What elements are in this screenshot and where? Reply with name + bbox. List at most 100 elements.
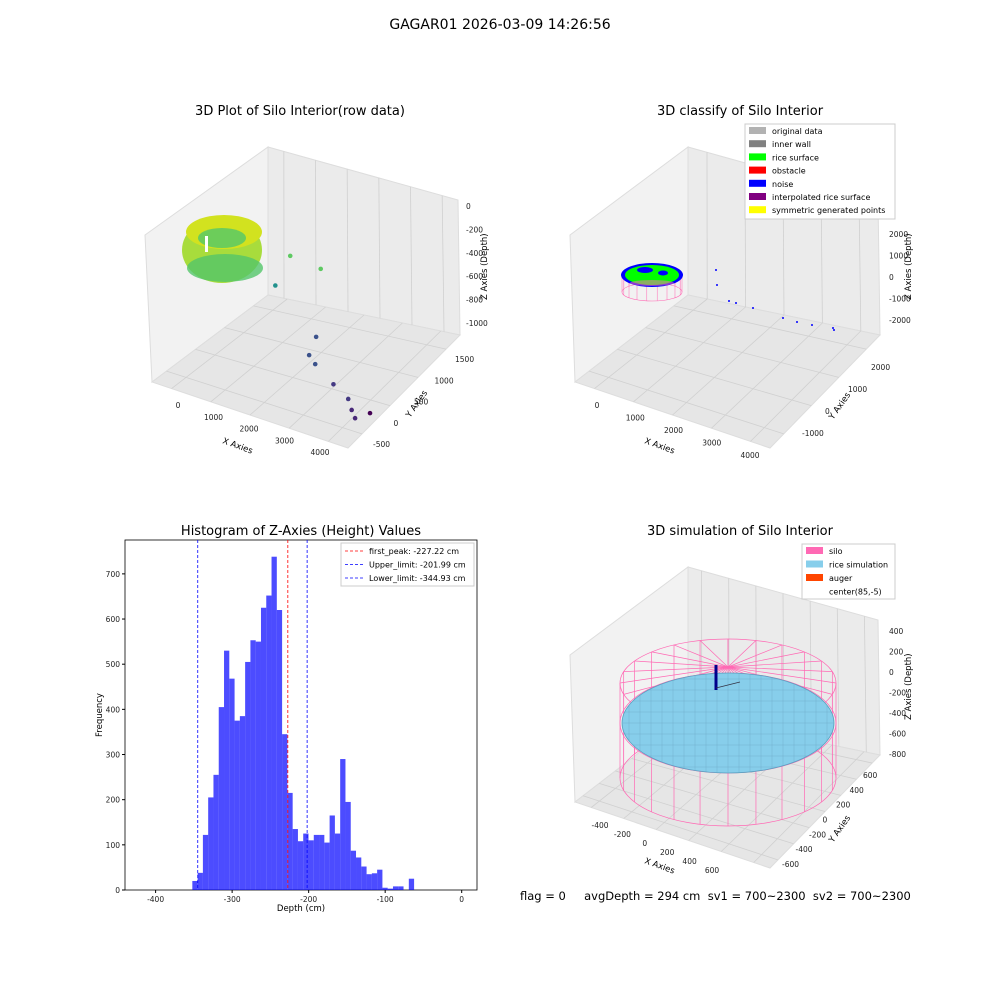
z-tick: 400 bbox=[889, 627, 904, 636]
y-tick: 1500 bbox=[455, 355, 474, 364]
gridline bbox=[410, 186, 413, 326]
legend-label: interpolated rice surface bbox=[772, 193, 870, 202]
legend-swatch bbox=[749, 153, 766, 161]
outlier-point bbox=[313, 334, 319, 340]
gridline bbox=[864, 616, 867, 753]
histogram-bar bbox=[213, 774, 219, 890]
histogram-bar bbox=[408, 878, 415, 890]
x-tick: 0 bbox=[595, 401, 600, 410]
figure-title: GAGAR01 2026-03-09 14:26:56 bbox=[389, 17, 611, 33]
y-axis-label: Frequency bbox=[95, 693, 105, 737]
histogram-bar bbox=[234, 720, 240, 890]
histogram-bar bbox=[197, 872, 203, 890]
gridline bbox=[673, 305, 867, 350]
y-tick: 1000 bbox=[848, 385, 867, 394]
x-tick-label: -100 bbox=[377, 895, 394, 904]
z-tick: -1000 bbox=[889, 295, 911, 304]
y-tick-label: 200 bbox=[106, 796, 121, 805]
noise-points bbox=[715, 269, 835, 331]
histogram-bar bbox=[276, 610, 283, 890]
x-tick: -200 bbox=[614, 830, 631, 839]
histogram-bar bbox=[387, 888, 393, 890]
histogram-bar bbox=[297, 841, 304, 890]
z-tick: -200 bbox=[466, 225, 483, 234]
gridline bbox=[836, 608, 840, 747]
z-tick: -600 bbox=[889, 730, 906, 739]
histogram-bar bbox=[271, 556, 277, 890]
panel1-title: 3D Plot of Silo Interior(row data) bbox=[195, 104, 405, 119]
x-tick: -400 bbox=[591, 821, 608, 830]
y-tick: 600 bbox=[863, 771, 878, 780]
panel3-title: Histogram of Z-Axies (Height) Values bbox=[180, 524, 422, 539]
histogram-bar bbox=[334, 833, 341, 890]
legend-label: Upper_limit: -201.99 cm bbox=[369, 561, 466, 570]
x-tick: 2000 bbox=[664, 426, 683, 435]
histogram-bar bbox=[398, 886, 404, 890]
y-tick: -500 bbox=[373, 440, 390, 449]
histogram-bar bbox=[313, 834, 320, 890]
legend: first_peak: -227.22 cm Upper_limit: -201.… bbox=[345, 547, 466, 583]
silo-roof-wire bbox=[727, 660, 822, 668]
silo-roof-wire bbox=[727, 666, 833, 672]
z-tick: 0 bbox=[889, 668, 894, 677]
legend-label: Lower_limit: -344.93 cm bbox=[369, 574, 466, 583]
x-tick: 1000 bbox=[626, 414, 645, 423]
y-tick: 2000 bbox=[871, 363, 890, 372]
histogram-bar bbox=[292, 829, 298, 890]
z-tick: -600 bbox=[466, 272, 483, 281]
gridlines bbox=[166, 151, 447, 442]
histogram-bar bbox=[245, 661, 251, 890]
histogram-bar bbox=[255, 641, 261, 890]
outlier-point bbox=[273, 283, 278, 288]
x-tick: 1000 bbox=[204, 413, 223, 422]
y-tick-label: 500 bbox=[106, 660, 121, 669]
z-tick: 200 bbox=[889, 648, 904, 657]
gridline bbox=[589, 370, 784, 435]
floor-pane bbox=[573, 294, 881, 449]
y-axis-label: Y Axies bbox=[827, 813, 854, 845]
histogram-bar bbox=[303, 833, 309, 890]
y-tick-label: 100 bbox=[106, 841, 121, 850]
y-tick: 0 bbox=[823, 816, 828, 825]
x-tick-label: 0 bbox=[459, 895, 464, 904]
histogram-bar bbox=[324, 842, 330, 890]
histogram-bar bbox=[239, 716, 246, 890]
plot-area bbox=[124, 539, 478, 891]
y-tick: 0 bbox=[825, 407, 830, 416]
histogram-bar bbox=[382, 887, 388, 890]
gridline bbox=[711, 322, 823, 429]
y-tick-label: 400 bbox=[106, 705, 121, 714]
x-tick: 400 bbox=[682, 857, 697, 866]
gridline bbox=[672, 314, 785, 416]
histogram-bar bbox=[192, 880, 198, 890]
silo-roof-wire bbox=[673, 644, 729, 668]
histogram-bar bbox=[329, 815, 335, 890]
y-tick-label: 0 bbox=[115, 886, 120, 895]
outlier-point bbox=[367, 410, 373, 416]
gridline bbox=[224, 327, 419, 378]
outlier-point bbox=[352, 415, 358, 421]
outlier-point bbox=[318, 266, 324, 272]
gridline bbox=[288, 322, 403, 429]
histogram-bar bbox=[350, 850, 357, 890]
gridline bbox=[315, 160, 317, 306]
z-tick: 2000 bbox=[889, 230, 908, 239]
histogram-bar bbox=[208, 797, 214, 890]
histogram-bar bbox=[356, 857, 362, 890]
threshold-lines bbox=[197, 540, 308, 890]
legend-swatch bbox=[749, 206, 766, 214]
z-axis-label: Z Axies (Depth) bbox=[904, 653, 914, 720]
noise-point bbox=[782, 317, 784, 319]
z-tick: 0 bbox=[889, 273, 894, 282]
rice-cloud-base bbox=[187, 254, 263, 282]
outlier-point bbox=[312, 361, 318, 367]
gridline bbox=[346, 169, 349, 312]
legend: silo rice simulation auger center(85,-5) bbox=[806, 547, 888, 597]
y-tick: -200 bbox=[809, 830, 826, 839]
noise-point bbox=[811, 324, 813, 326]
gridline bbox=[594, 298, 708, 389]
simulation-3d-plot: -400 -200 0 200 400 600 -600 -400 -200 0 200 400 600… bbox=[569, 543, 914, 877]
y-tick: -600 bbox=[782, 860, 799, 869]
legend-swatch bbox=[749, 127, 766, 134]
y-tick-label: 700 bbox=[106, 570, 121, 579]
